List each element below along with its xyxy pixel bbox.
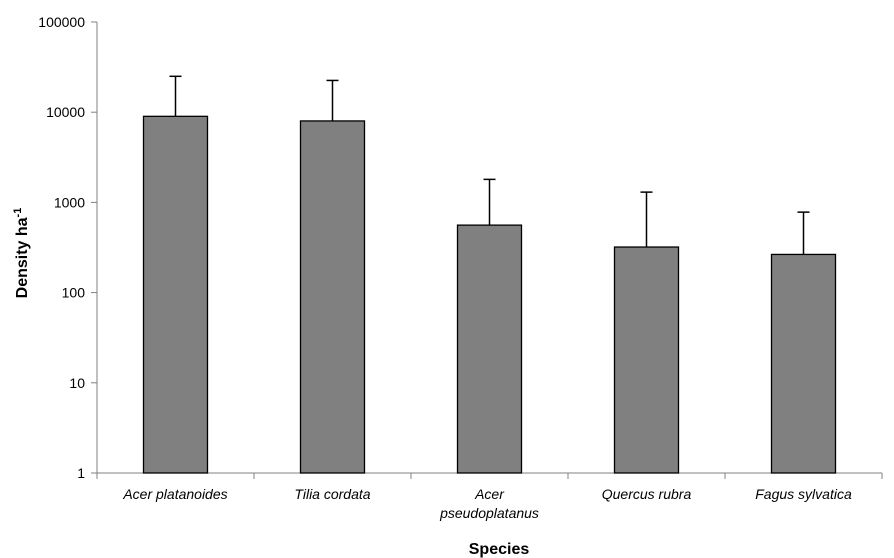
x-category-label: Fagus sylvatica (755, 486, 852, 502)
x-category-labels: Acer platanoides Tilia cordata Acer pseudop… (122, 486, 852, 521)
x-category-label: pseudoplatanus (439, 505, 539, 521)
axes (91, 21, 883, 479)
y-axis-title-text: Density ha (14, 217, 31, 298)
y-tick-label: 1000 (54, 194, 85, 210)
y-tick-label: 100 (62, 285, 86, 301)
x-axis-title: Species (469, 541, 530, 558)
y-axis-title-superscript: -1 (12, 208, 24, 218)
y-axis-title: Density ha-1 (12, 208, 31, 299)
bar (299, 120, 366, 474)
y-tick-label: 1 (77, 465, 85, 481)
y-tick-labels: 1 10 100 1000 10000 100000 (38, 14, 85, 481)
y-tick-label: 100000 (38, 14, 85, 30)
bar (142, 115, 209, 474)
y-tick-label: 10000 (46, 104, 85, 120)
x-category-label: Acer platanoides (122, 486, 227, 502)
y-tick-label: 10 (69, 375, 85, 391)
x-category-label: Tilia cordata (294, 486, 370, 502)
bar (770, 253, 837, 474)
x-category-label: Quercus rubra (602, 486, 692, 502)
bar (456, 224, 523, 474)
bars-group (142, 115, 837, 474)
x-category-label: Acer (474, 486, 505, 502)
error-bars-group (169, 75, 810, 255)
bar (613, 246, 680, 474)
